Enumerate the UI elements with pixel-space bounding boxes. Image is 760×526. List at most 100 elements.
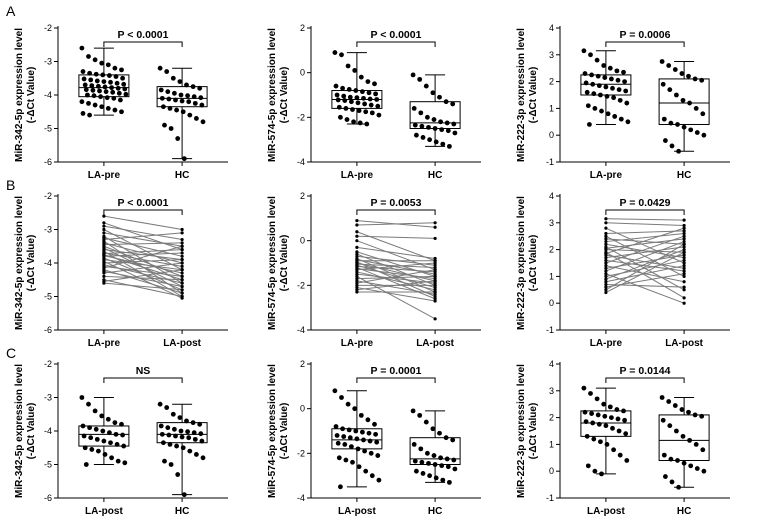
data-point xyxy=(109,455,114,461)
data-point xyxy=(376,112,382,118)
y-tick-label: -3 xyxy=(44,57,52,67)
data-point xyxy=(412,122,418,128)
data-point xyxy=(93,71,99,77)
paired-line xyxy=(605,273,685,304)
data-point xyxy=(355,100,361,106)
y-tick-label: 1 xyxy=(549,439,554,449)
y-tick-label: 1 xyxy=(549,271,554,281)
data-point xyxy=(170,75,176,81)
data-point xyxy=(166,96,172,102)
data-point xyxy=(584,433,590,439)
x-category-label: LA-pre xyxy=(590,170,623,181)
data-point xyxy=(583,80,589,86)
paired-line xyxy=(356,265,436,273)
data-point xyxy=(433,290,437,294)
x-category-label: LA-pre xyxy=(341,170,374,181)
data-point xyxy=(433,225,437,229)
data-point xyxy=(682,256,686,260)
data-point xyxy=(452,130,458,136)
box xyxy=(580,410,632,437)
data-point xyxy=(433,279,437,283)
data-point xyxy=(180,278,184,282)
data-point xyxy=(604,277,608,281)
data-point xyxy=(614,407,620,412)
data-point xyxy=(585,463,591,469)
data-point xyxy=(688,127,694,133)
data-point xyxy=(609,415,614,420)
data-point xyxy=(174,443,180,449)
data-point xyxy=(598,92,603,98)
data-point xyxy=(180,244,184,248)
data-point xyxy=(585,103,591,109)
data-point xyxy=(102,281,106,285)
paired-line xyxy=(356,263,436,268)
paired-line xyxy=(605,241,685,272)
data-point xyxy=(351,119,356,125)
paired-line xyxy=(103,270,183,287)
y-axis-label: (-ΔCt Value) xyxy=(279,403,290,460)
significance-label: P = 0.0001 xyxy=(371,365,422,377)
data-point xyxy=(102,214,106,218)
data-point xyxy=(349,444,354,450)
data-point xyxy=(200,119,206,125)
data-point xyxy=(609,76,614,82)
data-point xyxy=(82,82,88,88)
significance-bracket xyxy=(356,209,436,215)
significance-bracket xyxy=(605,41,685,47)
y-axis-label: (-ΔCt Value) xyxy=(279,235,290,292)
data-point xyxy=(414,132,419,138)
data-point xyxy=(180,241,184,245)
data-point xyxy=(79,99,85,105)
data-point xyxy=(167,106,173,111)
data-point xyxy=(666,63,672,68)
data-point xyxy=(172,90,177,96)
data-point xyxy=(582,409,588,415)
data-point xyxy=(159,431,165,437)
data-point xyxy=(604,290,608,295)
data-point xyxy=(604,217,608,221)
data-point xyxy=(99,413,105,419)
data-point xyxy=(336,455,342,461)
data-point xyxy=(180,445,186,451)
data-point xyxy=(119,421,124,427)
data-point xyxy=(342,442,348,447)
data-point xyxy=(604,234,608,238)
box xyxy=(658,78,710,125)
data-point xyxy=(418,110,424,116)
data-point xyxy=(583,419,589,425)
data-point xyxy=(437,94,442,100)
paired-line xyxy=(356,262,436,271)
data-point xyxy=(694,130,700,135)
data-point xyxy=(341,434,347,439)
data-point xyxy=(591,91,597,97)
chart-4: -6 -5 -4 -3 -2 MiR-342-5p expression level (-Δ… xyxy=(14,191,228,349)
data-point xyxy=(90,87,96,93)
data-point xyxy=(433,274,437,278)
data-point xyxy=(180,274,184,278)
data-point xyxy=(360,429,365,435)
data-point xyxy=(185,93,191,99)
data-point xyxy=(621,69,626,75)
y-tick-label: 2 xyxy=(549,77,554,87)
data-point xyxy=(433,272,437,276)
data-point xyxy=(181,156,187,162)
y-tick-label: 0 xyxy=(549,298,554,308)
y-axis-label: (-ΔCt Value) xyxy=(528,67,539,124)
significance-bracket xyxy=(605,209,685,215)
data-point xyxy=(368,102,374,108)
paired-line xyxy=(605,251,685,299)
data-point xyxy=(674,428,679,434)
data-point xyxy=(180,284,184,289)
data-point xyxy=(101,79,107,84)
y-tick-label: -5 xyxy=(44,460,52,470)
paired-line xyxy=(103,252,183,257)
data-point xyxy=(104,95,110,101)
data-point xyxy=(588,391,593,396)
data-point xyxy=(355,272,359,276)
data-point xyxy=(115,85,121,91)
data-point xyxy=(426,124,431,130)
data-point xyxy=(334,433,340,438)
paired-line xyxy=(605,265,685,283)
data-point xyxy=(433,294,437,299)
data-point xyxy=(369,110,375,116)
